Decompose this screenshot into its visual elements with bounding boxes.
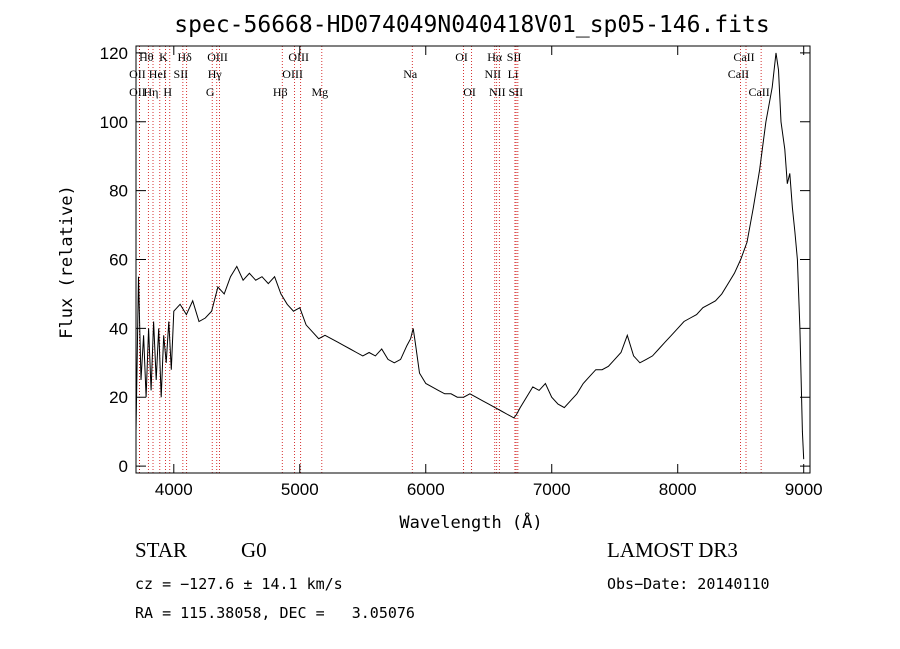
spectral-line-label: NII [489, 85, 506, 99]
spectral-line-label: Hη [144, 85, 159, 99]
spectral-line-label: G [206, 85, 215, 99]
observation-date: Obs−Date: 20140110 [607, 575, 770, 593]
spectral-line-label: Na [403, 67, 418, 81]
spectral-line-label: CaII [733, 50, 754, 64]
spectral-line-label: OIII [288, 50, 309, 64]
spectral-line-label: OIII [282, 67, 303, 81]
y-axis-ticks: 0 20 40 60 80 100 120 [100, 44, 810, 476]
spectral-line-label: Li [508, 67, 519, 81]
spectral-line-label: Hα [487, 50, 503, 64]
spectral-line-label: HeI [149, 67, 167, 81]
spectral-line-label: Hθ [139, 50, 154, 64]
spectral-line-markers [139, 46, 762, 473]
spectral-line-label: Hγ [208, 67, 223, 81]
spectral-line-label: Hδ [177, 50, 192, 64]
redshift-velocity: cz = −127.6 ± 14.1 km/s [135, 575, 343, 593]
chart-title: spec-56668-HD074049N040418V01_sp05-146.f… [174, 12, 769, 38]
y-tick-label: 60 [109, 251, 128, 270]
object-class: STAR [135, 538, 187, 562]
y-tick-label: 120 [100, 44, 128, 63]
spectral-line-label: OII [129, 85, 146, 99]
spectral-line-label: OIII [207, 50, 228, 64]
x-axis-ticks: 4000 5000 6000 7000 8000 9000 [155, 46, 823, 499]
spectrum-line [135, 52, 805, 460]
spectral-line-label: H [163, 85, 172, 99]
survey-name: LAMOST DR3 [607, 538, 738, 562]
y-axis-label: Flux (relative) [57, 185, 77, 339]
y-tick-label: 20 [109, 388, 128, 407]
x-tick-label: 6000 [407, 480, 445, 499]
spectral-line-label: Hβ [273, 85, 288, 99]
spectral-line-label: Mg [311, 85, 328, 99]
spectrum-chart: spec-56668-HD074049N040418V01_sp05-146.f… [57, 12, 823, 533]
x-tick-label: 4000 [155, 480, 193, 499]
spectral-line-label: OI [463, 85, 476, 99]
spectral-line-label: K [159, 50, 168, 64]
spectral-line-label: OII [129, 67, 146, 81]
spectral-line-label: OI [455, 50, 468, 64]
y-tick-label: 40 [109, 319, 128, 338]
object-subclass: G0 [241, 538, 267, 562]
x-tick-label: 7000 [533, 480, 571, 499]
y-tick-label: 0 [119, 457, 128, 476]
spectral-line-label: CaII [728, 67, 749, 81]
spectral-line-label: NII [484, 67, 501, 81]
x-tick-label: 8000 [659, 480, 697, 499]
spectral-line-label: SII [174, 67, 189, 81]
plot-frame [135, 45, 811, 474]
x-tick-label: 5000 [281, 480, 319, 499]
spectral-line-label: CaII [748, 85, 769, 99]
sky-coordinates: RA = 115.38058, DEC = 3.05076 [135, 604, 415, 622]
x-axis-label: Wavelength (Å) [399, 511, 542, 533]
x-tick-label: 9000 [785, 480, 823, 499]
spectral-line-label: SII [509, 85, 524, 99]
spectral-line-label: SII [507, 50, 522, 64]
y-tick-label: 100 [100, 113, 128, 132]
y-tick-label: 80 [109, 182, 128, 201]
